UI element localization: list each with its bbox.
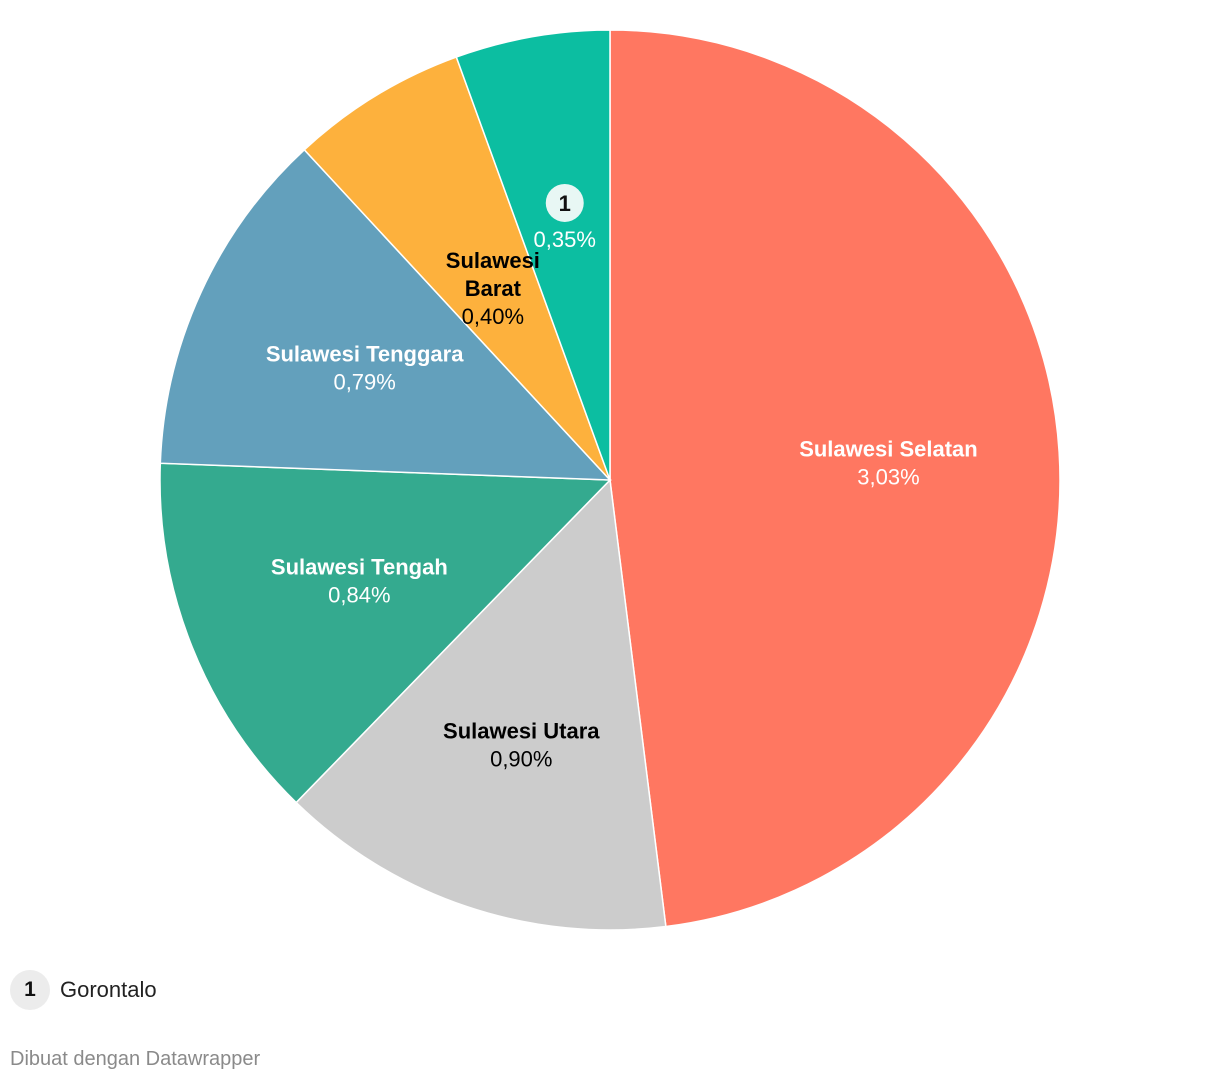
slice-value-label: 0,84% xyxy=(328,582,390,607)
pie-slice-sulawesi-utara[interactable] xyxy=(295,478,667,931)
slice-value-label: 0,90% xyxy=(490,747,552,772)
slice-value-label: 0,40% xyxy=(462,304,524,329)
slice-label-sulawesi-tenggara: Sulawesi Tenggara 0,79% xyxy=(266,341,464,394)
pie-slice-sulawesi-selatan[interactable] xyxy=(609,29,1061,928)
slice-value-label: 0,35% xyxy=(534,227,596,252)
slice-name-label: Sulawesi Selatan xyxy=(799,437,978,462)
slice-label-sulawesi-selatan: Sulawesi Selatan 3,03% xyxy=(799,437,978,490)
slice-marker-badge xyxy=(545,183,584,222)
pie-chart-svg: Sulawesi Selatan 3,03% Sulawesi Utara 0,90%… xyxy=(159,29,1061,931)
key-label: Gorontalo xyxy=(60,977,157,1002)
slice-label-sulawesi-utara: Sulawesi Utara 0,90% xyxy=(443,719,600,772)
key-marker-badge: 1 xyxy=(10,970,50,1010)
slice-name-label: Sulawesi Tengah xyxy=(271,554,448,579)
pie-slice-sulawesi-tengah[interactable] xyxy=(159,462,612,804)
slice-label-sulawesi-tengah: Sulawesi Tengah 0,84% xyxy=(271,554,448,607)
pie-slice-sulawesi-tenggara[interactable] xyxy=(159,148,612,481)
slice-name-label: Sulawesi Tenggara xyxy=(266,341,464,366)
slice-value-label: 3,03% xyxy=(857,465,919,490)
footer-credit: Dibuat dengan Datawrapper xyxy=(10,1048,261,1070)
slice-name-label: Barat xyxy=(465,276,522,301)
slice-label-gorontalo: 1 0,35% xyxy=(534,183,596,252)
pie-chart: Sulawesi Selatan 3,03% Sulawesi Utara 0,90%… xyxy=(159,29,1061,931)
pie-slice-gorontalo[interactable] xyxy=(455,29,611,481)
slice-marker-text: 1 xyxy=(559,191,571,216)
slice-name-label: Sulawesi Utara xyxy=(443,719,600,744)
annotation-key: 1 Gorontalo xyxy=(10,970,157,1010)
slice-value-label: 0,79% xyxy=(333,369,395,394)
slice-label-sulawesi-barat: Sulawesi Barat 0,40% xyxy=(446,248,540,329)
slice-name-label: Sulawesi xyxy=(446,248,540,273)
pie-slice-sulawesi-barat[interactable] xyxy=(303,56,611,481)
